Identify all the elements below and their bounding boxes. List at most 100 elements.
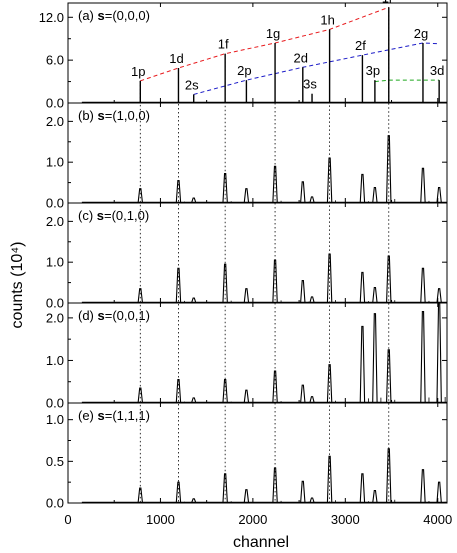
peak [175,180,182,204]
peak-label: 3d [430,63,444,78]
peak [191,498,197,504]
peak-label: 1i [382,0,392,5]
peak [326,364,333,404]
peak [190,297,197,304]
panel-label-suffix: =(1,0,0) [105,108,150,123]
y-tick-label: 2.0 [46,214,64,229]
panel-c: 0.0 1.0 2.0 (c) s=(0,1,0) [46,202,448,311]
x-tick-label: 0 [64,512,71,527]
peak [386,135,392,204]
x-tick-label: 4000 [423,512,452,527]
peak [326,455,333,504]
peak [309,196,315,204]
peak [436,288,442,304]
peak-label: 1p [131,64,145,79]
peak [137,188,144,204]
y-tick-label: 0.5 [46,454,64,469]
y-tick-label: 1.0 [46,353,64,368]
y-axis-title: counts (10⁴) [9,242,26,329]
peak [175,379,182,404]
y-tick-label: 0.0 [46,496,64,511]
panel-label-bold: s [97,208,104,223]
peak [420,167,426,204]
x-tick-label: 1000 [146,512,175,527]
panel-label-suffix: =(0,0,0) [105,8,150,23]
peak [243,389,250,404]
peak [137,487,144,504]
peak [272,467,278,504]
y-tick-label: 0.0 [46,296,64,311]
y-tick-label: 1.0 [46,412,64,427]
x-tick-label: 3000 [331,512,360,527]
panel-label-prefix: (b) [78,108,98,123]
peak [326,157,333,204]
panel-label: (a) s=(0,0,0) [78,8,150,23]
peak [372,489,378,504]
peak [222,379,228,404]
peak [137,387,144,404]
peak [175,481,182,504]
panel-label-bold: s [98,108,105,123]
peak-label: 1h [320,12,334,27]
peak [190,197,197,204]
peak [436,481,442,504]
peak-label: 1f [218,37,229,52]
y-tick-label: 2.0 [46,310,64,325]
peak [272,165,278,204]
peak-label: 1d [169,51,183,66]
y-tick-label: 0.0 [46,96,64,111]
panel-label: (c) s=(0,1,0) [78,208,149,223]
peak [300,480,306,504]
y-tick-label: 12.0 [39,10,64,25]
panel-label: (d) s=(0,0,1) [78,308,150,323]
peak [309,396,315,404]
peak [386,349,392,404]
y-tick-label: 2.0 [46,114,64,129]
x-axis-title: channel [233,534,289,551]
panel-label-bold: s [98,308,105,323]
reference-lines [139,7,390,503]
envelope-line-1 [193,42,440,95]
peak [300,384,306,404]
panel-label-prefix: (d) [78,308,98,323]
peak [175,267,182,304]
x-axis: 0 1000 2000 3000 4000 [64,512,452,527]
panel-label-suffix: =(0,1,0) [104,208,149,223]
peak [420,469,426,504]
peak [300,181,306,204]
peak-label: 3s [303,77,317,92]
peak [386,448,392,504]
panel-label-prefix: (c) [78,208,97,223]
panel-label: (b) s=(1,0,0) [78,108,150,123]
peak [372,286,378,304]
x-tick-label: 2000 [238,512,267,527]
peak [243,188,250,204]
panel-label-suffix: =(0,0,1) [105,308,150,323]
peak [243,489,250,504]
y-tick-label: 6.0 [46,53,64,68]
peak-label: 2g [414,26,428,41]
panel-label-suffix: =(1,1,1) [105,408,150,423]
peak [359,325,366,404]
peak [372,313,378,404]
y-tick-label: 0.0 [46,196,64,211]
panel-e: 0.0 0.5 1.0 (e) s=(1,1,1) [46,402,448,511]
peak [222,173,228,204]
y-tick-label: 0.0 [46,396,64,411]
peak [359,271,366,304]
peak [420,267,426,304]
peak-label: 1g [266,26,280,41]
peak-label: 2s [185,77,199,92]
peak [272,259,278,304]
panel-label-prefix: (a) [78,8,98,23]
peak [222,263,228,304]
peak [436,186,442,204]
peak-label: 3p [366,63,380,78]
peak [300,280,306,304]
y-tick-label: 1.0 [46,155,64,170]
panel-b: 0.0 1.0 2.0 (b) s=(1,0,0) [46,102,448,211]
y-tick-label: 1.0 [46,255,64,270]
peak [190,397,197,404]
peak [420,310,426,404]
